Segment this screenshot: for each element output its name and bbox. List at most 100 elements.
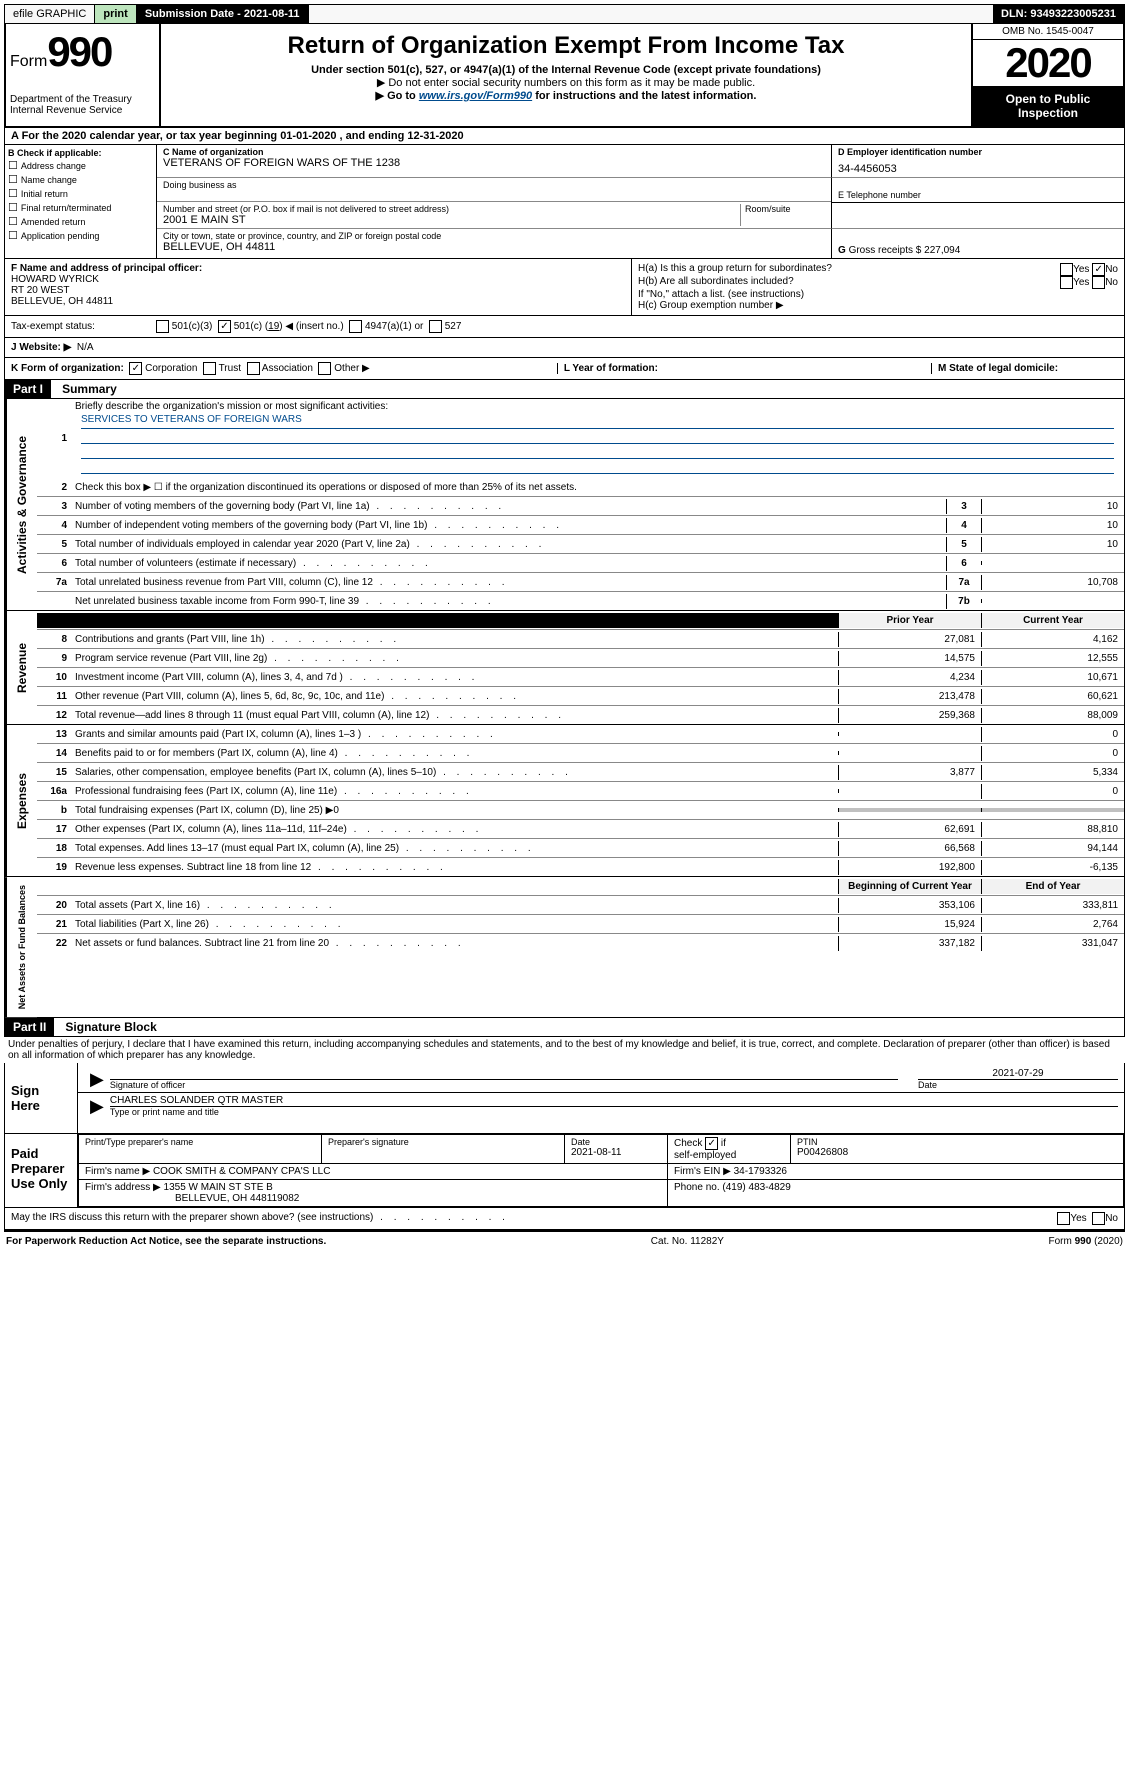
org-name: VETERANS OF FOREIGN WARS OF THE 1238	[163, 157, 825, 169]
firm-addr2: BELLEVUE, OH 448119082	[175, 1193, 299, 1204]
street-addr: 2001 E MAIN ST	[163, 214, 740, 226]
ha-yes-chk[interactable]	[1060, 263, 1073, 276]
tab-governance: Activities & Governance	[5, 399, 37, 610]
preparer-name	[85, 1147, 315, 1158]
tab-expenses: Expenses	[5, 725, 37, 876]
form-title: Return of Organization Exempt From Incom…	[165, 32, 967, 60]
chk-amended[interactable]: Amended return	[8, 215, 153, 228]
gross-receipts: Gross receipts $ 227,094	[849, 245, 961, 256]
section-e: E Telephone number	[831, 178, 1124, 202]
firm-addr1: 1355 W MAIN ST STE B	[164, 1182, 273, 1193]
header-center: Return of Organization Exempt From Incom…	[161, 24, 971, 126]
ha-label: H(a) Is this a group return for subordin…	[638, 263, 832, 276]
hb-yes-chk[interactable]	[1060, 276, 1073, 289]
table-row: 16a Professional fundraising fees (Part …	[37, 782, 1124, 801]
chk-self-employed[interactable]: ✓	[705, 1137, 718, 1150]
preparer-table: Print/Type preparer's name Preparer's si…	[78, 1134, 1124, 1207]
block-fh: F Name and address of principal officer:…	[4, 259, 1125, 316]
ptin-value: P00426808	[797, 1147, 1117, 1158]
firm-ein: 34-1793326	[734, 1166, 787, 1177]
chk-initial-return[interactable]: Initial return	[8, 187, 153, 200]
tax-year: 2020	[973, 40, 1123, 86]
table-row: 20 Total assets (Part X, line 16) 353,10…	[37, 896, 1124, 915]
line1-label: Briefly describe the organization's miss…	[75, 401, 388, 412]
section-c-city: City or town, state or province, country…	[157, 229, 831, 258]
preparer-date: 2021-08-11	[571, 1147, 661, 1158]
chk-other[interactable]	[318, 362, 331, 375]
tab-revenue: Revenue	[5, 611, 37, 724]
table-row: 18 Total expenses. Add lines 13–17 (must…	[37, 839, 1124, 858]
chk-corp[interactable]: ✓	[129, 362, 142, 375]
chk-501c-other[interactable]: ✓	[218, 320, 231, 333]
penalty-declaration: Under penalties of perjury, I declare th…	[4, 1037, 1125, 1063]
page-footer: For Paperwork Reduction Act Notice, see …	[4, 1230, 1125, 1251]
header-right: OMB No. 1545-0047 2020 Open to Public In…	[971, 24, 1123, 126]
section-d: D Employer identification number 34-4456…	[831, 145, 1124, 178]
chk-address-change[interactable]: Address change	[8, 159, 153, 172]
chk-trust[interactable]	[203, 362, 216, 375]
hdr-end-year: End of Year	[981, 879, 1124, 894]
dept-irs: Internal Revenue Service	[10, 105, 155, 116]
footer-mid: Cat. No. 11282Y	[651, 1236, 724, 1247]
hdr-begin-year: Beginning of Current Year	[838, 879, 981, 894]
arrow-icon	[84, 1096, 110, 1117]
chk-final-return[interactable]: Final return/terminated	[8, 201, 153, 214]
section-h: H(a) Is this a group return for subordin…	[631, 259, 1124, 315]
hb-no-chk[interactable]	[1092, 276, 1105, 289]
part1-title: Summary	[54, 380, 125, 398]
chk-app-pending[interactable]: Application pending	[8, 229, 153, 242]
dln-label: DLN: 93493223005231	[993, 5, 1124, 23]
table-row: 9 Program service revenue (Part VIII, li…	[37, 649, 1124, 668]
row-website: J Website: ▶ N/A	[4, 338, 1125, 358]
paid-preparer-label: Paid Preparer Use Only	[5, 1134, 78, 1207]
sig-name-label: Type or print name and title	[110, 1107, 1118, 1117]
table-row: 14 Benefits paid to or for members (Part…	[37, 744, 1124, 763]
subtitle-1: Under section 501(c), 527, or 4947(a)(1)…	[165, 64, 967, 76]
col-cde: C Name of organization VETERANS OF FOREI…	[157, 145, 1124, 258]
section-b-title: B Check if applicable:	[8, 148, 153, 158]
sig-date: 2021-07-29	[918, 1068, 1118, 1080]
table-row: 8 Contributions and grants (Part VIII, l…	[37, 630, 1124, 649]
chk-527[interactable]	[429, 320, 442, 333]
discuss-no-chk[interactable]	[1092, 1212, 1105, 1225]
row-tax-status: Tax-exempt status: 501(c)(3) ✓ 501(c) ( …	[4, 316, 1125, 338]
table-row: 22 Net assets or fund balances. Subtract…	[37, 934, 1124, 952]
submission-date: Submission Date - 2021-08-11	[137, 5, 309, 23]
form-header: Form990 Department of the Treasury Inter…	[4, 24, 1125, 128]
table-row: b Total fundraising expenses (Part IX, c…	[37, 801, 1124, 820]
section-g-val: G Gross receipts $ 227,094	[831, 229, 1124, 258]
ha-no-chk[interactable]: ✓	[1092, 263, 1105, 276]
chk-name-change[interactable]: Name change	[8, 173, 153, 186]
mission-text: SERVICES TO VETERANS OF FOREIGN WARS	[81, 414, 1114, 429]
sig-name: CHARLES SOLANDER QTR MASTER	[110, 1095, 1118, 1107]
chk-4947[interactable]	[349, 320, 362, 333]
subtitle-2: ▶ Do not enter social security numbers o…	[165, 76, 967, 89]
header-left: Form990 Department of the Treasury Inter…	[6, 24, 161, 126]
section-c-dba: Doing business as	[157, 178, 831, 202]
print-button[interactable]: print	[95, 5, 136, 23]
chk-501c3[interactable]	[156, 320, 169, 333]
city-state-zip: BELLEVUE, OH 44811	[163, 241, 825, 253]
website-label: J Website: ▶	[11, 342, 71, 353]
top-toolbar: efile GRAPHIC print Submission Date - 20…	[4, 4, 1125, 24]
table-row: 4 Number of independent voting members o…	[37, 516, 1124, 535]
officer-addr1: RT 20 WEST	[11, 285, 625, 296]
table-row: 7a Total unrelated business revenue from…	[37, 573, 1124, 592]
ein-value: 34-4456053	[838, 163, 1118, 175]
section-g	[831, 202, 1124, 229]
irs-link[interactable]: www.irs.gov/Form990	[419, 90, 532, 102]
table-row: 3 Number of voting members of the govern…	[37, 497, 1124, 516]
hb-label: H(b) Are all subordinates included?	[638, 276, 794, 289]
officer-addr2: BELLEVUE, OH 44811	[11, 296, 625, 307]
section-c-name: C Name of organization VETERANS OF FOREI…	[157, 145, 831, 178]
line2-label: Check this box ▶ ☐ if the organization d…	[71, 480, 1124, 495]
part1-revenue: Revenue Prior Year Current Year 8 Contri…	[4, 611, 1125, 725]
hb-note: If "No," attach a list. (see instruction…	[638, 289, 1118, 300]
dept-treasury: Department of the Treasury	[10, 94, 155, 105]
discuss-yes-chk[interactable]	[1057, 1212, 1070, 1225]
table-row: 6 Total number of volunteers (estimate i…	[37, 554, 1124, 573]
form-prefix: Form	[10, 53, 47, 70]
chk-assoc[interactable]	[247, 362, 260, 375]
efile-label: efile GRAPHIC	[5, 5, 95, 23]
part1-governance: Activities & Governance 1 Briefly descri…	[4, 399, 1125, 611]
